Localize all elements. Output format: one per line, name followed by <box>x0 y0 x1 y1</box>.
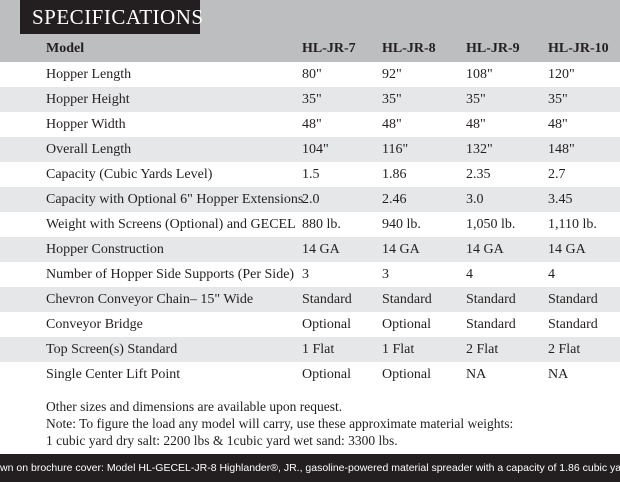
hl-jr-9-value: 3.0 <box>466 191 484 207</box>
spec-label: Weight with Screens (Optional) and GECEL <box>46 216 296 232</box>
hl-jr-8-value: Optional <box>382 316 431 332</box>
table-row: Single Center Lift Point Optional Optional… <box>0 362 620 387</box>
hl-jr-10-value: 2.7 <box>548 166 566 182</box>
table-row: Overall Length 104" 116" 132" 148" <box>0 137 620 162</box>
hl-jr-8-value: Optional <box>382 366 431 382</box>
spec-label: Number of Hopper Side Supports (Per Side… <box>46 266 295 282</box>
table-row: Weight with Screens (Optional) and GECEL… <box>0 212 620 237</box>
table-row: Hopper Construction 14 GA 14 GA 14 GA 14 GA <box>0 237 620 262</box>
note-line: 1 cubic yard dry salt: 2200 lbs & 1cubic… <box>46 433 398 448</box>
hl-jr-8-value: 940 lb. <box>382 216 421 232</box>
hl-jr-10-value: 14 GA <box>548 241 586 257</box>
hl-jr-9-value: 132" <box>466 141 493 157</box>
hl-jr-8-value: 35" <box>382 91 402 107</box>
hl-jr-7-value: 14 GA <box>302 241 340 257</box>
hl-jr-7-value: Optional <box>302 366 351 382</box>
spec-label: Conveyor Bridge <box>46 316 143 332</box>
hl-jr-8-value: 1 Flat <box>382 341 415 357</box>
hl-jr-8-value: 92" <box>382 66 402 82</box>
hl-jr-7-value: 1.5 <box>302 166 320 182</box>
hl-jr-10-value: Standard <box>548 291 598 307</box>
header-model: Model <box>46 40 85 56</box>
spec-label: Chevron Conveyor Chain– 15" Wide <box>46 291 254 307</box>
table-row: Number of Hopper Side Supports (Per Side… <box>0 262 620 287</box>
hl-jr-7-value: 880 lb. <box>302 216 341 232</box>
table-row: Hopper Length 80" 92" 108" 120" <box>0 62 620 87</box>
table-header-row: Model HL-JR-7 HL-JR-8 HL-JR-9 HL-JR-10 <box>0 35 620 62</box>
hl-jr-10-value: 1,110 lb. <box>548 216 597 232</box>
hl-jr-9-value: Standard <box>466 291 516 307</box>
note-line: Other sizes and dimensions are available… <box>46 399 343 414</box>
hl-jr-9-value: 14 GA <box>466 241 504 257</box>
note-line: Note: To figure the load any model will … <box>46 416 514 431</box>
hl-jr-7-value: 1 Flat <box>302 341 335 357</box>
hl-jr-10-value: 120" <box>548 66 575 82</box>
spec-label: Overall Length <box>46 141 132 157</box>
spec-label: Capacity with Optional 6" Hopper Extensi… <box>46 191 304 207</box>
table-row: Conveyor Bridge Optional Optional Standard S… <box>0 312 620 337</box>
table-row: Capacity with Optional 6" Hopper Extensi… <box>0 187 620 212</box>
hl-jr-10-value: NA <box>548 366 569 382</box>
hl-jr-10-value: 4 <box>548 266 555 282</box>
hl-jr-9-value: Standard <box>466 316 516 332</box>
hl-jr-10-value: Standard <box>548 316 598 332</box>
spec-label: Hopper Length <box>46 66 132 82</box>
spec-label: Capacity (Cubic Yards Level) <box>46 166 213 182</box>
hl-jr-7-value: 3 <box>302 266 309 282</box>
hl-jr-7-value: Optional <box>302 316 351 332</box>
header-hl-jr-9: HL-JR-9 <box>466 40 520 56</box>
hl-jr-10-value: 3.45 <box>548 191 573 207</box>
spec-label: Hopper Height <box>46 91 130 107</box>
hl-jr-8-value: 1.86 <box>382 166 407 182</box>
spec-label: Single Center Lift Point <box>46 366 181 382</box>
hl-jr-9-value: 35" <box>466 91 486 107</box>
hl-jr-8-value: 2.46 <box>382 191 407 207</box>
table-row: Hopper Height 35" 35" 35" 35" <box>0 87 620 112</box>
header-hl-jr-8: HL-JR-8 <box>382 40 436 56</box>
hl-jr-7-value: 48" <box>302 116 322 132</box>
hl-jr-7-value: 104" <box>302 141 329 157</box>
table-row: Capacity (Cubic Yards Level) 1.5 1.86 2.35 2… <box>0 162 620 187</box>
hl-jr-10-value: 2 Flat <box>548 341 581 357</box>
hl-jr-10-value: 48" <box>548 116 568 132</box>
footer-caption: Shown on brochure cover: Model HL-GECEL-… <box>0 454 620 482</box>
hl-jr-9-value: NA <box>466 366 487 382</box>
hl-jr-10-value: 35" <box>548 91 568 107</box>
hl-jr-9-value: 48" <box>466 116 486 132</box>
spec-label: Hopper Width <box>46 116 126 132</box>
hl-jr-8-value: Standard <box>382 291 432 307</box>
hl-jr-7-value: 35" <box>302 91 322 107</box>
hl-jr-9-value: 108" <box>466 66 493 82</box>
notes: Other sizes and dimensions are available… <box>46 398 606 449</box>
hl-jr-8-value: 48" <box>382 116 402 132</box>
section-title: SPECIFICATIONS <box>20 0 203 34</box>
hl-jr-8-value: 14 GA <box>382 241 420 257</box>
table-row: Top Screen(s) Standard 1 Flat 1 Flat 2 Flat… <box>0 337 620 362</box>
hl-jr-7-value: 80" <box>302 66 322 82</box>
spec-label: Hopper Construction <box>46 241 164 257</box>
table-row: Chevron Conveyor Chain– 15" Wide Standard… <box>0 287 620 312</box>
hl-jr-9-value: 4 <box>466 266 473 282</box>
spec-label: Top Screen(s) Standard <box>46 341 178 357</box>
hl-jr-7-value: Standard <box>302 291 352 307</box>
hl-jr-9-value: 2.35 <box>466 166 491 182</box>
table-row: Hopper Width 48" 48" 48" 48" <box>0 112 620 137</box>
hl-jr-7-value: 2.0 <box>302 191 320 207</box>
hl-jr-10-value: 148" <box>548 141 575 157</box>
hl-jr-8-value: 116" <box>382 141 409 157</box>
hl-jr-8-value: 3 <box>382 266 389 282</box>
header-hl-jr-7: HL-JR-7 <box>302 40 356 56</box>
hl-jr-9-value: 2 Flat <box>466 341 499 357</box>
header-hl-jr-10: HL-JR-10 <box>548 40 609 56</box>
hl-jr-9-value: 1,050 lb. <box>466 216 516 232</box>
